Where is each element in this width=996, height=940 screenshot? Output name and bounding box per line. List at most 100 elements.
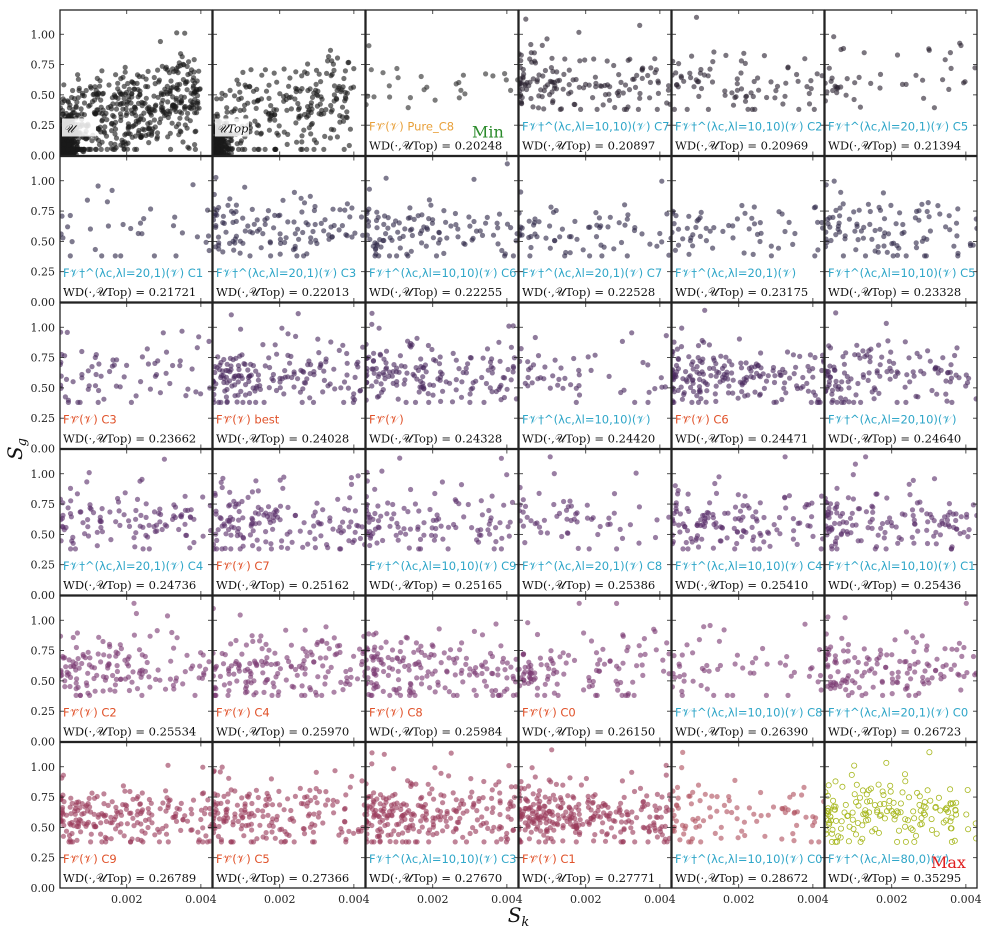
scatter-point	[850, 472, 856, 478]
scatter-point	[224, 105, 230, 111]
scatter-point	[113, 135, 120, 141]
wd-value: WD(·,𝒰Top) = 0.26723	[828, 725, 961, 739]
scatter-point	[618, 79, 624, 85]
scatter-point	[360, 344, 365, 350]
scatter-point	[413, 640, 419, 646]
scatter-point	[229, 146, 235, 152]
scatter-point	[401, 526, 407, 532]
scatter-point	[588, 638, 595, 644]
scatter-point	[828, 237, 834, 244]
scatter-point	[302, 671, 308, 677]
scatter-point	[139, 354, 145, 360]
scatter-point	[340, 528, 346, 534]
scatter-point	[619, 692, 625, 699]
scatter-point	[68, 663, 74, 670]
scatter-point	[177, 115, 183, 121]
scatter-point	[596, 215, 603, 221]
scatter-point	[312, 221, 318, 228]
scatter-point	[240, 69, 246, 75]
scatter-point	[883, 320, 889, 326]
panel-frame	[824, 9, 978, 157]
scatter-point	[250, 543, 256, 549]
scatter-point	[418, 643, 424, 649]
scatter-point	[117, 91, 124, 97]
scatter-point	[570, 77, 576, 83]
scatter-point	[410, 689, 416, 695]
scatter-point	[443, 219, 449, 225]
scatter-point	[65, 397, 71, 403]
scatter-point	[453, 222, 459, 228]
scatter-point	[367, 542, 373, 549]
scatter-point	[550, 660, 556, 667]
scatter-point	[249, 206, 255, 212]
scatter-point	[467, 399, 473, 405]
panel-frame	[59, 9, 213, 157]
scatter-point	[556, 77, 563, 83]
scatter-point	[258, 507, 264, 513]
scatter-point	[738, 360, 744, 366]
scatter-point	[227, 489, 233, 495]
panel-16: F𝒱†^(λc,λl=10,10)(𝒱)WD(·,𝒰Top) = 0.24420	[518, 302, 672, 450]
scatter-point	[368, 67, 374, 73]
scatter-point	[372, 671, 378, 677]
scatter-point	[507, 519, 513, 525]
scatter-point	[902, 659, 908, 665]
scatter-point	[554, 669, 560, 675]
scatter-point	[445, 546, 451, 552]
scatter-point	[729, 370, 735, 376]
scatter-point	[324, 70, 330, 76]
scatter-point	[565, 652, 572, 658]
scatter-point	[847, 515, 854, 521]
scatter-point	[136, 647, 143, 653]
scatter-point	[910, 369, 916, 375]
scatter-point	[779, 396, 785, 403]
scatter-point	[319, 692, 325, 699]
y-tick-label: 0.75	[31, 59, 56, 72]
scatter-point	[71, 664, 77, 670]
scatter-point	[748, 374, 754, 380]
scatter-point	[293, 120, 299, 126]
scatter-point	[262, 146, 268, 152]
scatter-point	[486, 507, 492, 514]
scatter-point	[456, 95, 462, 101]
scatter-point	[66, 105, 72, 111]
scatter-point	[754, 518, 760, 524]
panel-label: F𝒱̂(𝒱) C6	[675, 413, 729, 427]
scatter-point	[717, 379, 723, 385]
scatter-point	[705, 73, 711, 79]
scatter-point	[159, 100, 165, 107]
panel-frame	[212, 595, 366, 743]
scatter-point	[276, 689, 282, 695]
scatter-point	[633, 470, 639, 476]
scatter-point	[734, 87, 741, 93]
scatter-point	[254, 98, 260, 104]
scatter-point	[894, 399, 900, 405]
scatter-point	[757, 238, 763, 245]
scatter-point	[372, 486, 378, 492]
scatter-point	[724, 535, 730, 541]
scatter-point	[805, 363, 811, 370]
scatter-point	[264, 661, 270, 667]
panel-label: F𝒱̂(𝒱) Pure_C8	[369, 120, 454, 134]
scatter-point	[371, 370, 377, 376]
scatter-point	[585, 354, 591, 360]
scatter-point	[704, 388, 710, 394]
scatter-point	[842, 236, 848, 242]
scatter-point	[659, 384, 665, 390]
scatter-point	[508, 225, 514, 231]
scatter-point	[284, 107, 290, 113]
scatter-point	[137, 523, 143, 529]
scatter-point	[951, 243, 957, 249]
y-tick-label: 0.50	[31, 675, 56, 688]
scatter-point	[390, 501, 396, 508]
panel-label: F𝒱̂(𝒱) C4	[216, 706, 270, 720]
scatter-point	[267, 240, 273, 246]
scatter-point	[645, 362, 651, 368]
scatter-point	[575, 545, 581, 552]
scatter-point	[781, 385, 787, 391]
scatter-point	[640, 672, 646, 679]
scatter-point	[553, 207, 559, 214]
scatter-point	[428, 532, 435, 538]
scatter-point	[75, 656, 81, 662]
scatter-point	[526, 669, 532, 675]
